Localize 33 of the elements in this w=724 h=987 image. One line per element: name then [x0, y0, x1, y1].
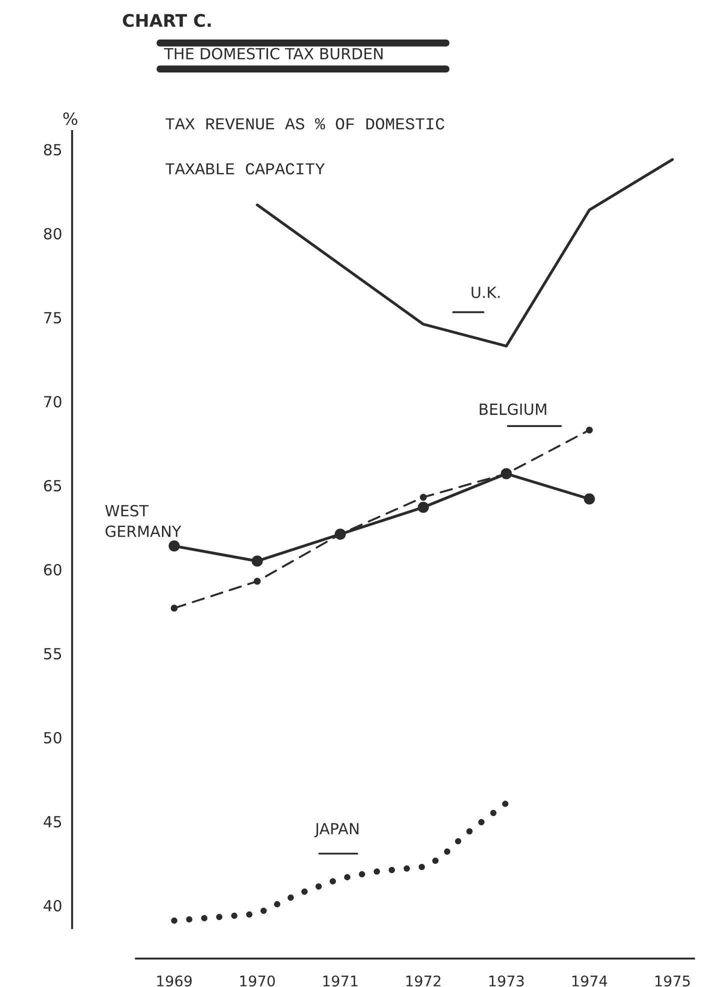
x-tick-label: 1969 [157, 975, 192, 987]
x-tick-label: 1975 [655, 975, 690, 987]
y-tick-label: 50 [44, 732, 62, 744]
point [420, 494, 427, 501]
y-tick-label: 70 [44, 396, 62, 408]
x-tick-label: 1974 [572, 975, 608, 987]
x-tick-label: 1973 [489, 975, 524, 987]
text: TAX REVENUE AS % OF DOMESTIC TAXABLE CAPACITY [166, 118, 444, 174]
point [254, 578, 261, 585]
y-tick-label: 85 [44, 144, 62, 156]
y-axis-title: % [63, 112, 78, 125]
point [170, 604, 178, 612]
text: BELGIUM [480, 403, 546, 416]
text: JAPAN [314, 823, 358, 838]
y-tick-label: 60 [44, 564, 62, 576]
point [168, 540, 180, 552]
y-tick-label: 65 [44, 480, 62, 492]
point [252, 556, 263, 567]
point [418, 502, 429, 513]
y-tick-label: 40 [44, 900, 62, 912]
chart-title: CHART C. [122, 14, 211, 28]
text: U.K. [472, 286, 500, 298]
point [584, 493, 595, 504]
y-tick-label: 45 [44, 816, 62, 828]
x-tick-label: 1970 [240, 975, 275, 987]
point [586, 426, 593, 434]
y-tick-label: 75 [44, 312, 62, 324]
series-label: WEST GERMANY [105, 504, 182, 538]
y-tick-label: 80 [44, 228, 62, 240]
y-tick-label: 55 [44, 648, 62, 660]
x-tick-label: 1972 [406, 975, 440, 987]
x-tick-label: 1971 [323, 975, 358, 987]
chart-subtitle: THE DOMESTIC TAX BURDEN [164, 48, 383, 60]
